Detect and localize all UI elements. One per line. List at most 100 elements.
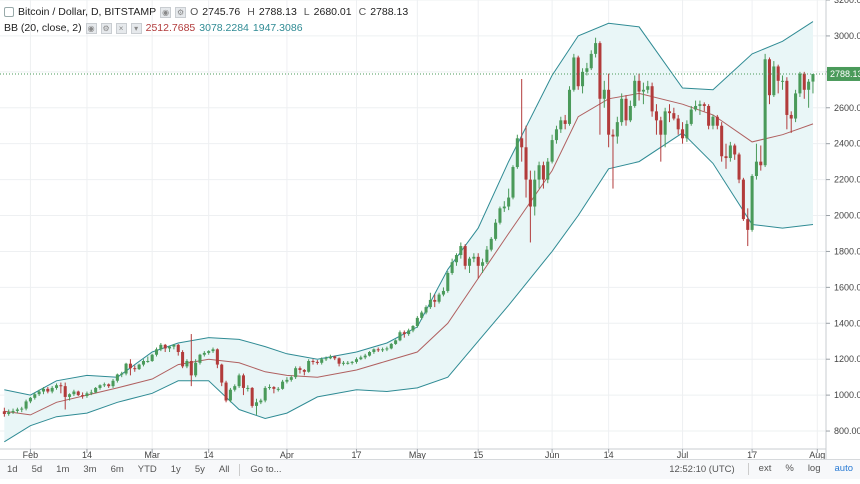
candle-body xyxy=(329,357,332,359)
candle-body xyxy=(229,390,232,401)
candle xyxy=(264,386,267,402)
candle-body xyxy=(198,355,201,363)
candle-body xyxy=(655,111,658,120)
range-1y-button[interactable]: 1y xyxy=(164,461,188,479)
candle-body xyxy=(429,300,432,307)
candle-body xyxy=(364,356,367,358)
candle-body xyxy=(685,124,688,138)
candle-body xyxy=(785,81,788,115)
candle-body xyxy=(759,162,762,166)
candle xyxy=(738,153,741,184)
range-1d-button[interactable]: 1d xyxy=(0,461,25,479)
candle-body xyxy=(98,385,101,388)
candle-body xyxy=(246,388,249,389)
candle-body xyxy=(616,122,619,136)
candle-body xyxy=(346,363,349,364)
eye-icon[interactable]: ◉ xyxy=(160,7,171,18)
candle-body xyxy=(68,394,71,397)
y-tick-label: 1800.00 xyxy=(834,246,860,256)
eye-icon[interactable]: ◉ xyxy=(86,23,97,34)
candle-body xyxy=(768,59,771,95)
candle xyxy=(546,158,549,183)
range-6m-button[interactable]: 6m xyxy=(104,461,131,479)
candle-body xyxy=(359,357,362,359)
candle-body xyxy=(281,382,284,389)
candle-body xyxy=(629,106,632,120)
ext-toggle[interactable]: ext xyxy=(752,460,779,478)
candle-body xyxy=(38,392,41,395)
low-key: L xyxy=(304,6,310,18)
candle-body xyxy=(442,291,445,295)
range-all-button[interactable]: All xyxy=(212,461,237,479)
range-1m-button[interactable]: 1m xyxy=(49,461,76,479)
close-icon[interactable]: × xyxy=(116,23,127,34)
indicator-label[interactable]: BB (20, close, 2) xyxy=(4,22,82,34)
candle xyxy=(446,271,449,293)
candle-body xyxy=(90,392,93,393)
more-icon[interactable]: ▾ xyxy=(131,23,142,34)
candle-body xyxy=(533,180,536,207)
range-ytd-button[interactable]: YTD xyxy=(131,461,164,479)
candle-body xyxy=(277,389,280,390)
toolbar-right-group: 12:52:10 (UTC) ext % log auto xyxy=(659,460,860,478)
candle-body xyxy=(455,255,458,262)
candle-body xyxy=(746,219,749,230)
symbol-title[interactable]: Bitcoin / Dollar, D, BITSTAMP xyxy=(18,6,156,18)
settings-icon[interactable]: ⚙ xyxy=(175,7,186,18)
candle-body xyxy=(585,68,588,72)
candle-body xyxy=(751,176,754,230)
candle-body xyxy=(177,345,180,352)
legend-collapse-icon[interactable] xyxy=(4,7,14,17)
candle-body xyxy=(29,398,32,402)
candle-body xyxy=(738,154,741,179)
candle-body xyxy=(624,99,627,121)
candle-body xyxy=(516,138,519,167)
bottom-toolbar: 1d 5d 1m 3m 6m YTD 1y 5y All Go to... 12… xyxy=(0,459,860,479)
range-3m-button[interactable]: 3m xyxy=(76,461,103,479)
candle-body xyxy=(477,257,480,266)
candle xyxy=(751,174,754,231)
candle-body xyxy=(794,93,797,118)
candle-body xyxy=(803,74,806,90)
toolbar-divider xyxy=(748,463,749,475)
candle-body xyxy=(694,106,697,110)
candle-body xyxy=(446,273,449,291)
candle-body xyxy=(577,57,580,86)
candle-body xyxy=(220,365,223,383)
candle-body xyxy=(238,375,241,386)
candle-body xyxy=(151,355,154,361)
percent-toggle[interactable]: % xyxy=(778,460,800,478)
y-tick-label: 1200.00 xyxy=(834,354,860,364)
candle-body xyxy=(46,389,49,392)
indicator-legend: BB (20, close, 2) ◉ ⚙ × ▾ 2512.7685 3078… xyxy=(4,22,303,34)
range-5d-button[interactable]: 5d xyxy=(25,461,50,479)
candle xyxy=(498,207,501,225)
candle-body xyxy=(729,145,732,158)
candle xyxy=(307,359,310,372)
candle-body xyxy=(594,43,597,54)
goto-button[interactable]: Go to... xyxy=(243,461,288,479)
log-toggle[interactable]: log xyxy=(801,460,828,478)
candle-body xyxy=(546,162,549,180)
candle xyxy=(764,54,767,167)
candle-body xyxy=(646,86,649,90)
candle-body xyxy=(268,387,271,388)
open-key: O xyxy=(190,6,198,18)
candle xyxy=(511,165,514,199)
bb-upper-value: 3078.2284 xyxy=(199,22,249,34)
candle-body xyxy=(420,313,423,318)
candle-body xyxy=(703,104,706,106)
last-price-tag: 2788.13 xyxy=(827,67,860,81)
range-5y-button[interactable]: 5y xyxy=(188,461,212,479)
candle-body xyxy=(781,81,784,82)
candle-body xyxy=(798,74,801,94)
candle-body xyxy=(472,257,475,259)
settings-icon[interactable]: ⚙ xyxy=(101,23,112,34)
auto-toggle[interactable]: auto xyxy=(828,460,860,478)
candle-body xyxy=(607,90,610,135)
candle-body xyxy=(525,147,528,179)
candle-body xyxy=(507,198,510,207)
candle xyxy=(720,122,723,162)
